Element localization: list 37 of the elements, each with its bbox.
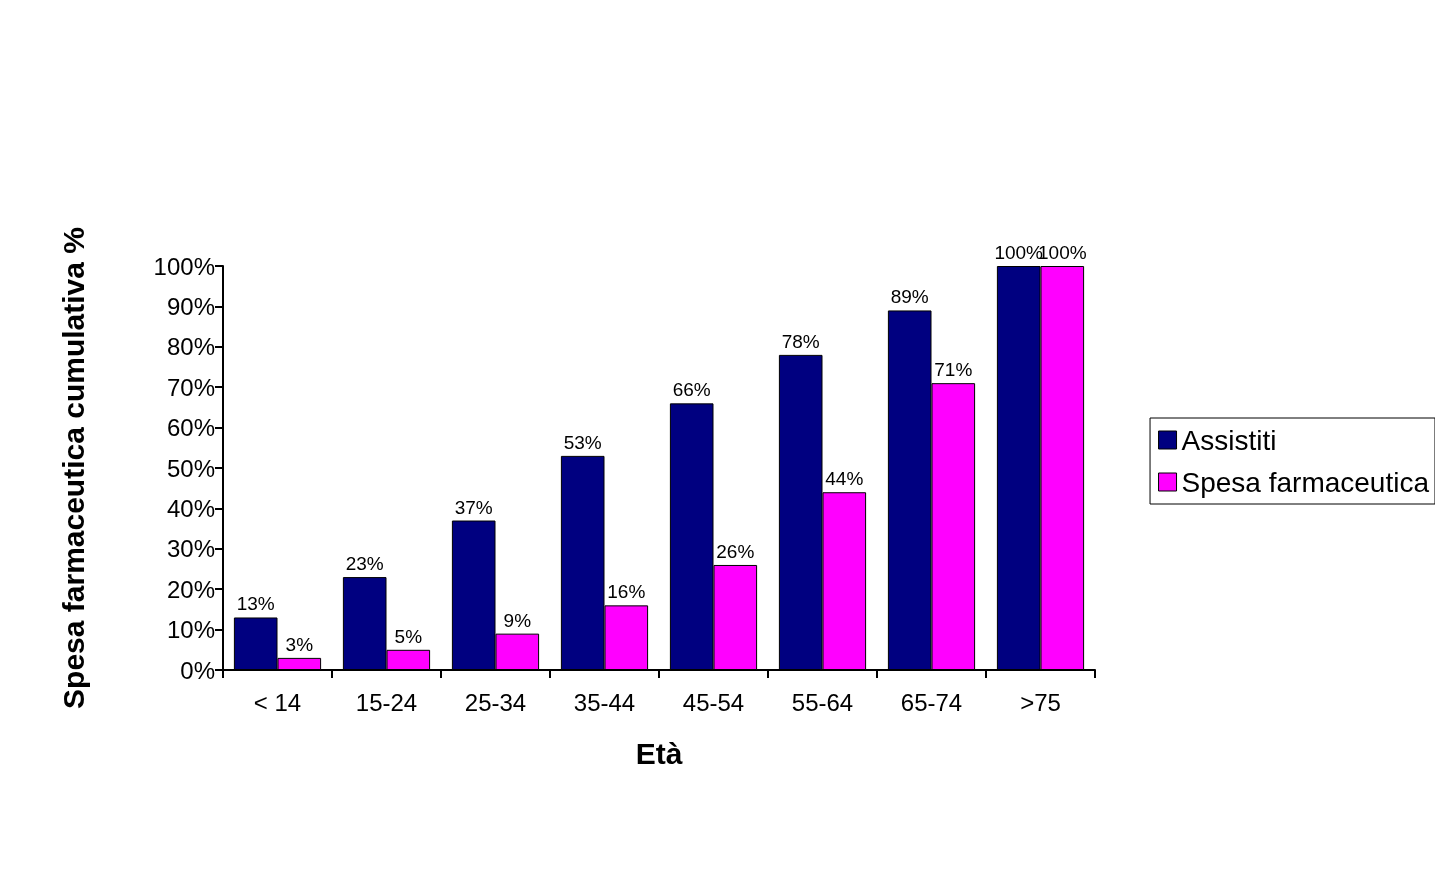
data-label: 5%: [394, 625, 423, 647]
y-tick-label: 90%: [166, 292, 215, 320]
y-tick-label: 50%: [166, 454, 215, 482]
data-label: 23%: [345, 553, 384, 575]
x-tick-label: >75: [1020, 688, 1061, 716]
y-tick-label: 30%: [166, 535, 215, 563]
x-tick-label: 65-74: [900, 688, 963, 716]
data-label: 89%: [890, 286, 929, 308]
y-tick-label: 10%: [166, 616, 215, 644]
data-label: 16%: [607, 581, 646, 603]
y-tick-label: 80%: [166, 333, 215, 361]
y-axis-title: Spesa farmaceutica cumulativa %: [56, 227, 90, 709]
y-tick-label: 70%: [166, 373, 215, 401]
legend-label: Spesa farmaceutica: [1181, 466, 1430, 498]
y-tick-label: 0%: [180, 656, 215, 684]
y-tick-label: 40%: [166, 494, 215, 522]
x-tick-label: 35-44: [573, 688, 636, 716]
x-tick-label: 25-34: [464, 688, 527, 716]
data-label: 78%: [781, 330, 820, 352]
x-tick-label: 15-24: [355, 688, 418, 716]
y-tick-label: 100%: [153, 252, 215, 280]
data-label: 44%: [825, 468, 864, 490]
data-label: 66%: [672, 379, 711, 401]
x-tick-label: 45-54: [682, 688, 745, 716]
y-tick-label: 20%: [166, 575, 215, 603]
y-tick-label: 60%: [166, 414, 215, 442]
data-label: 3%: [285, 633, 314, 655]
x-axis-title: Età: [635, 736, 683, 770]
x-tick-label: < 14: [253, 688, 302, 716]
data-label: 26%: [716, 540, 755, 562]
data-label: 71%: [934, 359, 973, 381]
data-label: 9%: [503, 609, 532, 631]
legend-label: Assistiti: [1181, 424, 1277, 456]
x-tick-label: 55-64: [791, 688, 854, 716]
data-label: 53%: [563, 431, 602, 453]
data-label: 13%: [236, 593, 275, 615]
data-label: 37%: [454, 496, 493, 518]
